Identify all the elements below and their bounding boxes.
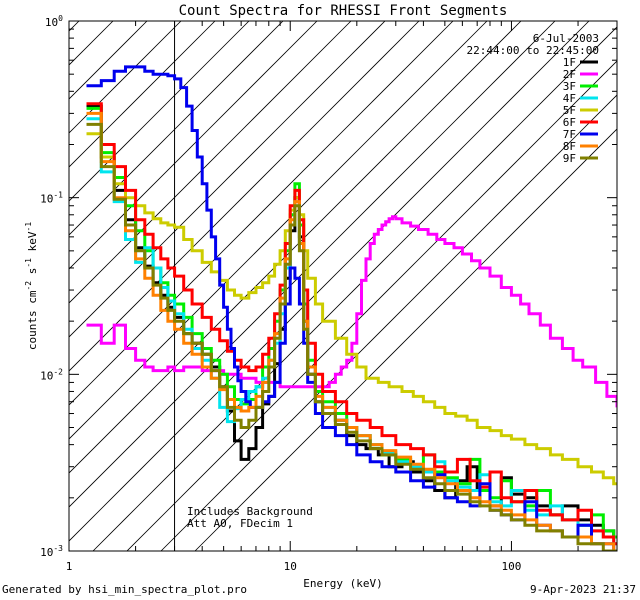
legend-label-1f: 1F (563, 56, 576, 69)
hatch-line (69, 21, 148, 100)
hatch-line (69, 21, 454, 406)
series-line-2f (86, 215, 617, 408)
plot-frame (68, 20, 618, 552)
x-tick-label: 100 (502, 560, 522, 573)
x-tick-label: 1 (66, 560, 73, 573)
legend-label-3f: 3F (563, 80, 576, 93)
legend-header-line: 6-Jul-2003 (533, 32, 599, 45)
hatch-line (69, 21, 318, 270)
x-axis-label: Energy (keV) (303, 577, 382, 590)
hatch-line (69, 21, 420, 372)
hatch-line (69, 21, 114, 66)
hatch-line (160, 94, 617, 551)
legend-label-2f: 2F (563, 68, 576, 81)
hatch-line (69, 21, 250, 202)
y-tick-label: 10-3 (40, 544, 63, 559)
hatch-line (194, 128, 617, 551)
legend-label-4f: 4F (563, 92, 576, 105)
series-layer (86, 65, 617, 551)
series-line-1f (86, 104, 617, 539)
hatch-line (69, 21, 80, 32)
y-axis-label: counts cm-2 s-1 keV-1 (24, 222, 39, 350)
timestamp-text: 9-Apr-2023 21:37 (530, 583, 636, 596)
series-line-7f (86, 65, 617, 551)
legend-label-6f: 6F (563, 116, 576, 129)
hatch-line (92, 26, 617, 551)
legend-label-9f: 9F (563, 152, 576, 165)
generated-by-text: Generated by hsi_min_spectra_plot.pro (2, 583, 248, 596)
series-line-9f (86, 122, 617, 551)
legend-label-7f: 7F (563, 128, 576, 141)
legend-header-line: 22:44:00 to 22:45:00 (467, 44, 599, 57)
hatched-region (69, 21, 617, 551)
chart-title: Count Spectra for RHESSI Front Segments (179, 3, 508, 19)
y-tick-label: 10-1 (40, 191, 63, 206)
hatch-line (69, 21, 352, 304)
hatch-line (69, 21, 386, 338)
series-line-8f (86, 111, 617, 551)
series-line-5f (86, 132, 617, 486)
hatch-line (126, 60, 617, 551)
series-line-3f (86, 106, 617, 539)
legend-label-5f: 5F (563, 104, 576, 117)
legend-label-8f: 8F (563, 140, 576, 153)
x-tick-label: 10 (284, 560, 297, 573)
series-line-4f (86, 117, 617, 546)
hatch-line (69, 21, 284, 236)
y-tick-label: 10-2 (40, 367, 63, 382)
hatch-line (69, 21, 216, 168)
axes: 1 10 100 100 10-1 10-2 10-3 (40, 14, 618, 573)
hatch-line (69, 21, 590, 542)
annotation-text: Att A0, FDecim 1 (187, 517, 293, 530)
y-tick-label: 100 (45, 14, 63, 29)
annotation-text: Includes Background (187, 505, 313, 518)
